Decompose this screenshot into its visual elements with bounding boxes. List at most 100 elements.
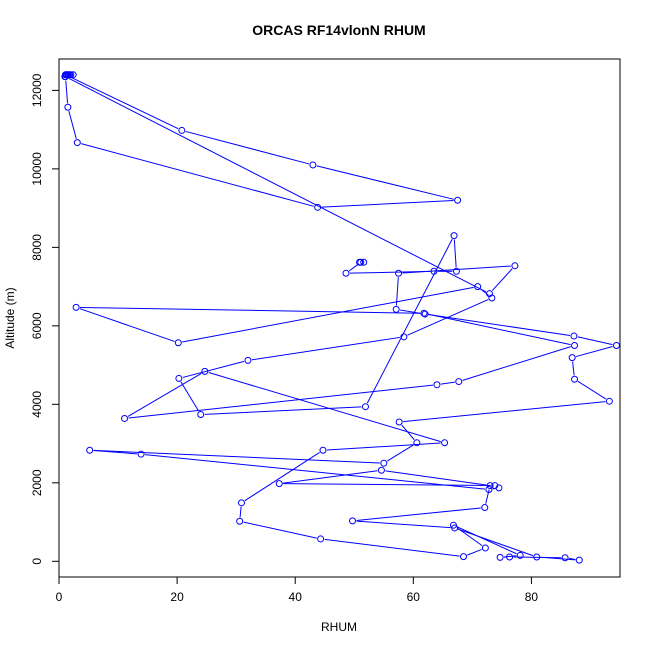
series-group: [61, 71, 620, 564]
series-segment: [386, 444, 414, 462]
series-segment: [395, 277, 399, 306]
x-tick-label: 80: [525, 590, 539, 604]
data-point: [454, 196, 462, 204]
data-point: [61, 73, 69, 81]
y-tick-label: 0: [30, 558, 44, 565]
series-segment: [456, 527, 483, 547]
data-point: [275, 480, 283, 488]
data-point: [178, 126, 186, 134]
data-point: [488, 294, 496, 302]
series-segment: [577, 336, 613, 346]
series-points: [61, 71, 620, 564]
y-tick-label: 2000: [30, 469, 44, 496]
series-segment: [93, 450, 138, 455]
data-point: [236, 517, 244, 525]
series-segment: [462, 346, 571, 381]
data-point: [481, 544, 489, 552]
series-segment: [407, 299, 489, 336]
series-segment: [356, 520, 451, 529]
data-point: [356, 258, 364, 266]
data-point: [69, 71, 77, 79]
data-point: [309, 161, 317, 169]
x-axis-label: RHUM: [321, 620, 357, 634]
series-segment: [577, 380, 607, 400]
series-lines: [65, 75, 613, 561]
series-segment: [180, 381, 200, 412]
series-segment: [324, 538, 460, 557]
data-point: [121, 414, 129, 422]
data-point: [342, 269, 350, 277]
series-segment: [326, 442, 441, 451]
data-point: [420, 309, 428, 317]
data-point: [413, 439, 421, 447]
data-point: [452, 267, 460, 275]
series-segment: [204, 406, 362, 415]
series-segment: [145, 454, 485, 490]
series-segment: [185, 130, 310, 165]
data-point: [433, 381, 441, 389]
y-tick-label: 8000: [30, 234, 44, 261]
x-axis: 0 20 40 60 80: [56, 576, 539, 604]
series-segment: [128, 384, 434, 419]
data-point: [571, 375, 579, 383]
series-segment: [456, 526, 517, 555]
data-point: [361, 403, 369, 411]
data-point: [395, 418, 403, 426]
series-segment: [491, 268, 513, 292]
series-segment: [440, 381, 455, 385]
data-point: [450, 232, 458, 240]
data-point: [491, 482, 499, 490]
data-point: [201, 367, 209, 375]
data-point: [570, 332, 578, 340]
data-point: [533, 553, 541, 561]
series-segment: [81, 143, 314, 207]
series-segment: [453, 239, 457, 268]
data-point: [175, 374, 183, 382]
series-segment: [349, 270, 430, 274]
data-point: [474, 283, 482, 291]
series-segment: [458, 528, 534, 557]
y-tick-label: 12000: [30, 73, 44, 107]
series-segment: [575, 346, 613, 358]
y-tick-label: 6000: [30, 312, 44, 339]
data-point: [86, 446, 94, 454]
series-segment: [385, 470, 487, 486]
data-point: [612, 341, 620, 349]
series-segment: [239, 506, 242, 518]
x-tick-label: 40: [289, 590, 303, 604]
data-point: [317, 535, 325, 543]
series-segment: [568, 557, 576, 560]
series-segment: [93, 449, 380, 464]
data-point: [174, 339, 182, 347]
series-segment: [513, 556, 562, 559]
series-segment: [68, 75, 179, 130]
data-point: [506, 553, 514, 561]
series-segment: [68, 78, 487, 293]
series-segment: [283, 483, 491, 487]
series-segment: [356, 507, 481, 521]
x-tick-label: 0: [56, 590, 63, 604]
data-point: [244, 356, 252, 364]
data-point: [516, 551, 524, 559]
series-segment: [403, 401, 606, 423]
x-tick-label: 60: [407, 590, 421, 604]
series-segment: [427, 313, 571, 346]
series-segment: [366, 238, 453, 404]
data-point: [575, 556, 583, 564]
series-segment: [65, 80, 69, 104]
data-point: [455, 378, 463, 386]
data-point: [377, 466, 385, 474]
series-segment: [283, 470, 378, 484]
series-segment: [572, 361, 575, 376]
data-point: [441, 439, 449, 447]
series-segment: [316, 165, 454, 200]
plot-frame: [58, 58, 621, 578]
series-segment: [485, 489, 490, 504]
chart-title: ORCAS RF14vlonN RHUM: [252, 22, 425, 38]
data-point: [481, 504, 489, 512]
data-point: [314, 203, 322, 211]
series-segment: [480, 288, 490, 296]
data-point: [561, 554, 569, 562]
data-point: [400, 333, 408, 341]
